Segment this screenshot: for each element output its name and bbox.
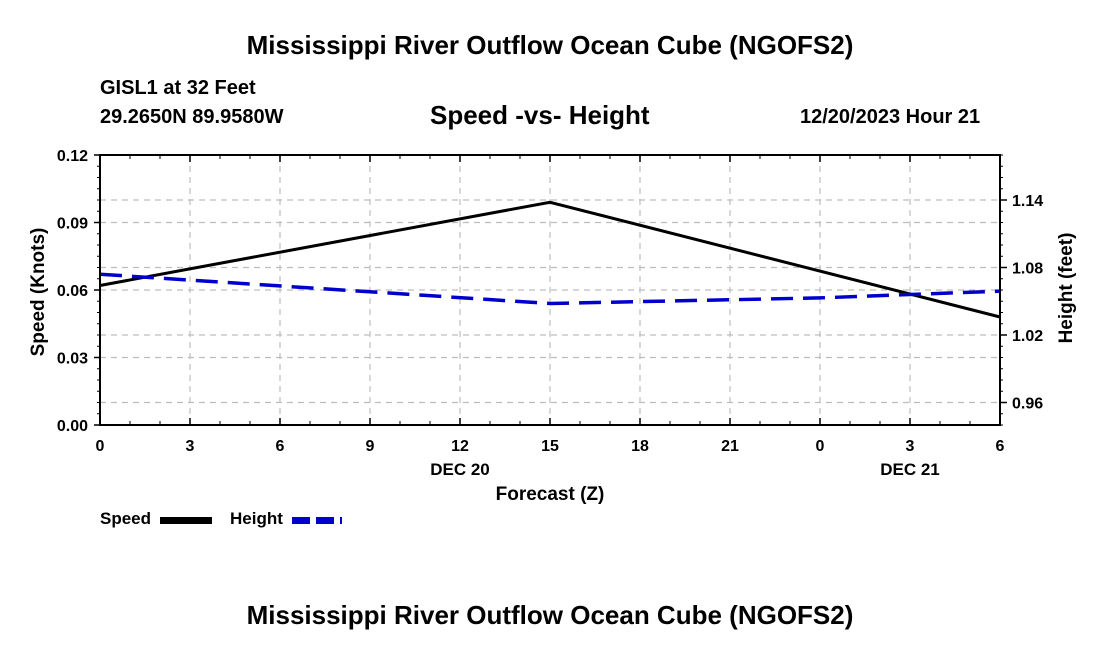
x-tick-label: 3	[186, 438, 195, 455]
legend-height-swatch	[292, 517, 342, 524]
x-tick-label: 3	[906, 438, 915, 455]
station-label: GISL1 at 32 Feet	[100, 77, 256, 99]
y-tick-label: 0.03	[57, 351, 88, 368]
y-tick-label: 0.06	[57, 283, 88, 300]
x-tick-label: 18	[631, 438, 649, 455]
y-axis-label: Speed (Knots)	[28, 228, 49, 357]
x-tick-label: 12	[451, 438, 469, 455]
x-tick-label: 21	[721, 438, 739, 455]
x-tick-label: 0	[96, 438, 105, 455]
y2-axis-label: Height (feet)	[1056, 233, 1077, 344]
legend-speed-label: Speed	[100, 509, 152, 528]
y2-tick-label: 1.08	[1012, 261, 1043, 278]
series-line-speed	[99, 200, 1001, 319]
y2-tick-label: 1.02	[1012, 328, 1043, 345]
date-label: DEC 21	[880, 460, 940, 479]
x-tick-label: 0	[816, 438, 825, 455]
series-line-height	[99, 272, 1001, 306]
series-lines	[99, 200, 1001, 319]
y2-tick-label: 0.96	[1012, 396, 1043, 413]
legend-height-label: Height	[230, 509, 283, 528]
legend-speed-swatch	[160, 517, 212, 524]
date-label: DEC 20	[430, 460, 490, 479]
y2-tick-label: 1.14	[1012, 193, 1043, 210]
y-tick-label: 0.12	[57, 148, 88, 165]
x-tick-label: 6	[276, 438, 285, 455]
axes: 0 3 6 9 12 15 18 21 0 3 6 DEC 20 DEC 21 0.00 0.03 0.06 0…	[57, 148, 1043, 479]
x-axis-label: Forecast (Z)	[496, 484, 605, 505]
x-tick-label: 6	[996, 438, 1005, 455]
forecast-datetime: 12/20/2023 Hour 21	[800, 106, 981, 128]
x-tick-label: 15	[541, 438, 559, 455]
page-title-repeat: Mississippi River Outflow Ocean Cube (NG…	[246, 600, 854, 630]
station-coordinates: 29.2650N 89.9580W	[100, 106, 284, 128]
y-tick-label: 0.00	[57, 418, 88, 435]
page-title: Mississippi River Outflow Ocean Cube (NG…	[246, 30, 854, 60]
grid-lines	[100, 155, 1000, 425]
x-tick-label: 9	[366, 438, 375, 455]
speed-height-chart: 0 3 6 9 12 15 18 21 0 3 6 DEC 20 DEC 21 0.00 0.03 0.06 0…	[28, 148, 1077, 505]
y-tick-label: 0.09	[57, 216, 88, 233]
chart-title: Speed -vs- Height	[430, 100, 650, 130]
